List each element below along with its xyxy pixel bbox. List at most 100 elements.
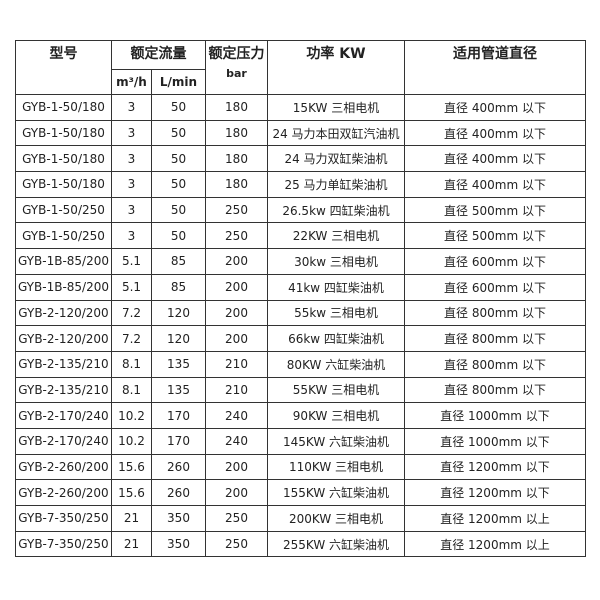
cell-flow-m3h: 8.1 xyxy=(111,376,152,404)
cell-flow-m3h: 10.2 xyxy=(111,427,152,455)
cell-model: GYB-1-50/180 xyxy=(15,145,112,173)
header-flow-m3h: m³/h xyxy=(111,69,152,95)
cell-model: GYB-1B-85/200 xyxy=(15,248,112,275)
cell-pipe: 直径 800mm 以下 xyxy=(404,299,586,327)
cell-model: GYB-1-50/250 xyxy=(15,196,112,224)
cell-pressure: 240 xyxy=(205,427,268,455)
cell-flow-lmin: 350 xyxy=(151,530,206,558)
cell-power: 24 马力双缸柴油机 xyxy=(267,145,405,173)
cell-power: 110KW 三相电机 xyxy=(267,453,405,481)
header-power: 功率 KW xyxy=(267,40,405,95)
cell-flow-m3h: 3 xyxy=(111,145,152,173)
cell-flow-lmin: 170 xyxy=(151,427,206,455)
cell-pressure: 180 xyxy=(205,171,268,198)
cell-pipe: 直径 600mm 以下 xyxy=(404,248,586,275)
cell-model: GYB-7-350/250 xyxy=(15,505,112,532)
header-pressure-label: 额定压力 xyxy=(208,46,265,62)
table-row: GYB-7-350/250 21 350 250 255KW 六缸柴油机 直径 1200m… xyxy=(15,530,586,558)
cell-model: GYB-2-120/200 xyxy=(15,299,112,327)
cell-pressure: 200 xyxy=(205,479,268,506)
header-model: 型号 xyxy=(15,40,112,95)
table-row: GYB-1-50/180 3 50 180 15KW 三相电机 直径 400mm 以下 xyxy=(15,94,586,121)
cell-flow-lmin: 260 xyxy=(151,453,206,481)
cell-flow-m3h: 3 xyxy=(111,171,152,198)
cell-pipe: 直径 800mm 以下 xyxy=(404,376,586,404)
cell-flow-m3h: 3 xyxy=(111,94,152,121)
cell-pressure: 250 xyxy=(205,196,268,224)
cell-pipe: 直径 400mm 以下 xyxy=(404,145,586,173)
cell-flow-lmin: 120 xyxy=(151,299,206,327)
table-row: GYB-1B-85/200 5.1 85 200 30kw 三相电机 直径 600mm 以… xyxy=(15,248,586,275)
table-row: GYB-2-120/200 7.2 120 200 66kw 四缸柴油机 直径 800mm… xyxy=(15,325,586,352)
header-pipe: 适用管道直径 xyxy=(404,40,586,95)
cell-pressure: 210 xyxy=(205,350,268,378)
cell-pipe: 直径 400mm 以下 xyxy=(404,171,586,198)
cell-flow-m3h: 21 xyxy=(111,505,152,532)
cell-power: 200KW 三相电机 xyxy=(267,505,405,532)
cell-power: 15KW 三相电机 xyxy=(267,94,405,121)
cell-pipe: 直径 800mm 以下 xyxy=(404,325,586,352)
cell-pressure: 200 xyxy=(205,325,268,352)
header-pressure-unit: bar xyxy=(226,67,247,80)
cell-power: 25 马力单缸柴油机 xyxy=(267,171,405,198)
cell-flow-m3h: 15.6 xyxy=(111,479,152,506)
cell-power: 24 马力本田双缸汽油机 xyxy=(267,119,405,147)
table-row: GYB-1-50/180 3 50 180 24 马力双缸柴油机 直径 400mm 以下 xyxy=(15,145,586,173)
table-row: GYB-1-50/180 3 50 180 24 马力本田双缸汽油机 直径 400mm 以… xyxy=(15,119,586,147)
cell-power: 90KW 三相电机 xyxy=(267,402,405,429)
cell-pressure: 200 xyxy=(205,299,268,327)
cell-pipe: 直径 1200mm 以上 xyxy=(404,530,586,558)
cell-pressure: 200 xyxy=(205,248,268,275)
cell-pipe: 直径 600mm 以下 xyxy=(404,273,586,301)
table-row: GYB-1-50/250 3 50 250 22KW 三相电机 直径 500mm 以下 xyxy=(15,222,586,250)
cell-pipe: 直径 500mm 以下 xyxy=(404,222,586,250)
cell-flow-m3h: 5.1 xyxy=(111,248,152,275)
cell-model: GYB-1-50/180 xyxy=(15,94,112,121)
table-row: GYB-2-135/210 8.1 135 210 80KW 六缸柴油机 直径 800mm… xyxy=(15,350,586,378)
cell-model: GYB-2-260/200 xyxy=(15,479,112,506)
cell-power: 41kw 四缸柴油机 xyxy=(267,273,405,301)
cell-flow-lmin: 50 xyxy=(151,119,206,147)
table-body: GYB-1-50/180 3 50 180 15KW 三相电机 直径 400mm 以下 GY… xyxy=(15,94,586,558)
cell-power: 30kw 三相电机 xyxy=(267,248,405,275)
cell-pressure: 250 xyxy=(205,505,268,532)
table-row: GYB-1B-85/200 5.1 85 200 41kw 四缸柴油机 直径 600mm … xyxy=(15,273,586,301)
table-row: GYB-2-170/240 10.2 170 240 90KW 三相电机 直径 1000m… xyxy=(15,402,586,429)
cell-power: 55KW 三相电机 xyxy=(267,376,405,404)
cell-model: GYB-1B-85/200 xyxy=(15,273,112,301)
table-row: GYB-2-170/240 10.2 170 240 145KW 六缸柴油机 直径 100… xyxy=(15,427,586,455)
spec-table: 型号 额定流量 额定压力 bar 功率 KW 适用管道直径 m³/h L/min … xyxy=(15,40,586,558)
cell-model: GYB-2-170/240 xyxy=(15,402,112,429)
cell-pipe: 直径 400mm 以下 xyxy=(404,94,586,121)
cell-flow-lmin: 350 xyxy=(151,505,206,532)
cell-power: 66kw 四缸柴油机 xyxy=(267,325,405,352)
cell-flow-m3h: 5.1 xyxy=(111,273,152,301)
table-row: GYB-2-260/200 15.6 260 200 110KW 三相电机 直径 1200… xyxy=(15,453,586,481)
cell-flow-m3h: 15.6 xyxy=(111,453,152,481)
cell-flow-lmin: 50 xyxy=(151,171,206,198)
cell-flow-lmin: 50 xyxy=(151,222,206,250)
cell-flow-lmin: 260 xyxy=(151,479,206,506)
cell-pipe: 直径 1200mm 以上 xyxy=(404,505,586,532)
table-row: GYB-2-120/200 7.2 120 200 55kw 三相电机 直径 800mm … xyxy=(15,299,586,327)
table-row: GYB-7-350/250 21 350 250 200KW 三相电机 直径 1200mm… xyxy=(15,505,586,532)
cell-flow-m3h: 21 xyxy=(111,530,152,558)
table-row: GYB-2-135/210 8.1 135 210 55KW 三相电机 直径 800mm … xyxy=(15,376,586,404)
cell-power: 155KW 六缸柴油机 xyxy=(267,479,405,506)
cell-model: GYB-1-50/250 xyxy=(15,222,112,250)
cell-flow-m3h: 8.1 xyxy=(111,350,152,378)
cell-flow-lmin: 50 xyxy=(151,145,206,173)
table-row: GYB-1-50/250 3 50 250 26.5kw 四缸柴油机 直径 500mm 以… xyxy=(15,196,586,224)
cell-pipe: 直径 1200mm 以下 xyxy=(404,479,586,506)
cell-pipe: 直径 400mm 以下 xyxy=(404,119,586,147)
cell-model: GYB-1-50/180 xyxy=(15,171,112,198)
cell-power: 55kw 三相电机 xyxy=(267,299,405,327)
cell-power: 255KW 六缸柴油机 xyxy=(267,530,405,558)
cell-pipe: 直径 1000mm 以下 xyxy=(404,427,586,455)
cell-pressure: 200 xyxy=(205,273,268,301)
cell-flow-m3h: 3 xyxy=(111,196,152,224)
cell-power: 22KW 三相电机 xyxy=(267,222,405,250)
cell-pipe: 直径 1200mm 以下 xyxy=(404,453,586,481)
cell-model: GYB-2-170/240 xyxy=(15,427,112,455)
cell-flow-m3h: 7.2 xyxy=(111,325,152,352)
